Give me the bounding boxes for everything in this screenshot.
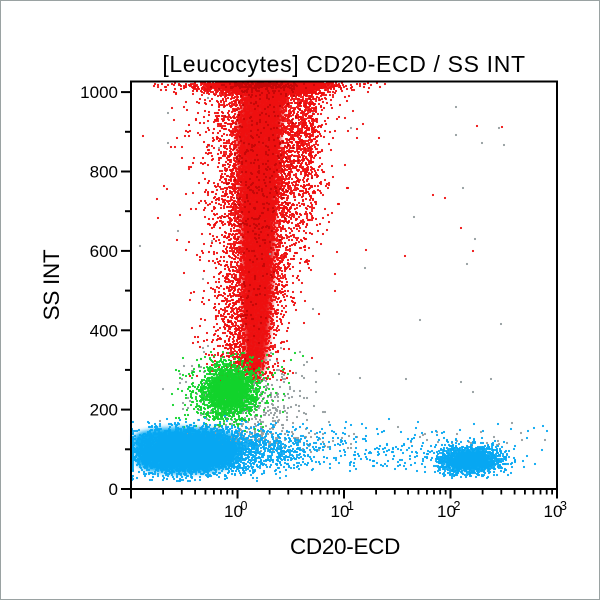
svg-text:10: 10 bbox=[331, 502, 350, 521]
svg-text:1: 1 bbox=[347, 499, 354, 513]
svg-text:600: 600 bbox=[90, 242, 118, 261]
svg-text:200: 200 bbox=[90, 401, 118, 420]
svg-text:SS INT: SS INT bbox=[39, 249, 64, 320]
svg-text:800: 800 bbox=[90, 163, 118, 182]
svg-text:10: 10 bbox=[437, 502, 456, 521]
svg-text:3: 3 bbox=[560, 499, 567, 513]
svg-text:10: 10 bbox=[544, 502, 563, 521]
svg-text:CD20-ECD: CD20-ECD bbox=[290, 534, 400, 559]
svg-text:400: 400 bbox=[90, 321, 118, 340]
svg-text:1000: 1000 bbox=[80, 83, 118, 102]
svg-text:0: 0 bbox=[241, 499, 248, 513]
svg-text:10: 10 bbox=[224, 502, 243, 521]
svg-text:0: 0 bbox=[109, 480, 118, 499]
svg-text:2: 2 bbox=[454, 499, 461, 513]
svg-text:[Leucocytes] CD20-ECD / SS INT: [Leucocytes] CD20-ECD / SS INT bbox=[162, 51, 525, 77]
